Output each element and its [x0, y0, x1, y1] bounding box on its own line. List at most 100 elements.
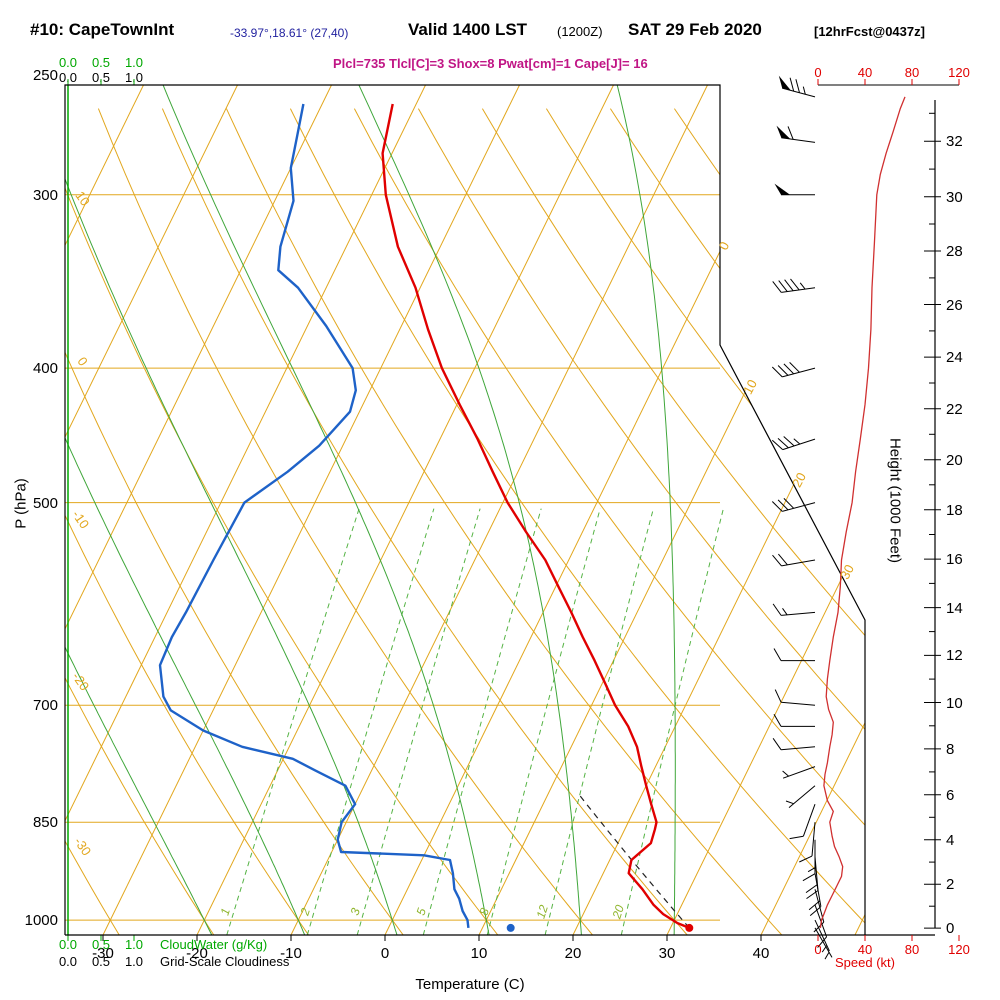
valid-utc: (1200Z): [557, 24, 603, 39]
height-tick-label: 26: [946, 297, 963, 314]
mixing-ratio-label: 1: [218, 906, 233, 917]
height-tick-label: 8: [946, 741, 954, 758]
speed-profile: [819, 96, 906, 928]
station-coords: -33.97°,18.61° (27,40): [230, 26, 349, 40]
stability-stats: Plcl=735 Tlcl[C]=3 Shox=8 Pwat[cm]=1 Cap…: [333, 56, 648, 71]
isotherm-label: 0: [716, 239, 733, 252]
pressure-axis-title: P (hPa): [12, 478, 30, 529]
isotherm-labels: 0 10 20 30: [716, 239, 857, 582]
speed-tick-label: 80: [905, 65, 919, 80]
height-tick-label: 2: [946, 876, 954, 893]
height-tick-label: 22: [946, 401, 963, 418]
temperature-tick-label: -20: [186, 945, 208, 962]
height-tick-label: 4: [946, 832, 954, 849]
pressure-tick-label: 700: [33, 697, 58, 714]
isotherm-label: 20: [789, 470, 809, 490]
isotherm-label: 10: [740, 377, 760, 397]
height-tick-label: 24: [946, 349, 963, 366]
scale-tick: 0.0: [58, 55, 78, 70]
mixing-ratio-label: 12: [533, 903, 551, 920]
speed-tick-label: 0: [814, 942, 821, 957]
pressure-tick-label: 1000: [25, 912, 58, 929]
temperature-axis-title: Temperature (C): [415, 976, 525, 993]
valid-time: Valid 1400 LST: [408, 20, 528, 39]
mixing-ratio-label: 2: [297, 906, 313, 918]
mixing-ratio-label: 3: [348, 906, 363, 917]
dry-adiabat-label: -20: [69, 669, 92, 693]
height-tick-label: 32: [946, 133, 963, 150]
height-tick-label: 14: [946, 600, 963, 617]
wind-barbs: [771, 75, 833, 960]
parcel-path-dashed: [579, 795, 690, 929]
profiles: [158, 103, 694, 932]
temperature-profile-line: [381, 103, 690, 930]
speed-tick-label: 40: [858, 942, 872, 957]
height-axis-title: Height (1000 Feet): [886, 437, 904, 564]
scale-tick: 0.5: [91, 70, 111, 85]
scale-tick: 0.0: [58, 70, 78, 85]
cloudwater-axis-label: CloudWater (g/Kg): [160, 937, 268, 952]
temperature-tick-label: 20: [565, 945, 582, 962]
height-tick-label: 30: [946, 189, 963, 206]
mixing-ratio-label: 5: [414, 906, 429, 917]
temperature-tick-label: -10: [280, 945, 302, 962]
pressure-tick-label: 850: [33, 814, 58, 831]
dry-adiabat-label: -30: [71, 834, 94, 858]
speed-tick-label: 120: [948, 65, 970, 80]
station-title: #10: CapeTownInt: [30, 20, 175, 39]
surface-temperature-dot: [685, 923, 694, 932]
height-tick-label: 12: [946, 647, 963, 664]
cloudwater-profile: [67, 79, 135, 941]
height-tick-label: 10: [946, 695, 963, 712]
pressure-tick-label: 500: [33, 495, 58, 512]
mixing-ratio-labels: 1 2 3 5 8 12 20: [218, 903, 628, 921]
forecast-tag: [12hrFcst@0437z]: [814, 24, 925, 39]
height-tick-label: 18: [946, 502, 963, 519]
height-tick-label: 20: [946, 452, 963, 469]
dry-adiabat-labels: 10 0 -10 -20 -30: [69, 188, 94, 858]
plot-borders: [64, 84, 959, 936]
speed-axis-title: Speed (kt): [835, 955, 895, 970]
isotherm-label: 30: [837, 562, 857, 582]
scale-tick: 0.0: [58, 937, 78, 952]
speed-tick-label: 80: [905, 942, 919, 957]
surface-dewpoint-dot: [506, 923, 515, 932]
speed-tick-label: 0: [814, 65, 821, 80]
scale-tick: 0.0: [58, 954, 78, 969]
height-tick-label: 0: [946, 920, 954, 937]
mixing-ratio-label: 20: [609, 903, 627, 921]
dry-adiabat-label: -10: [69, 507, 92, 531]
height-tick-label: 28: [946, 243, 963, 260]
scale-tick: 0.5: [91, 954, 111, 969]
temperature-tick-label: -30: [92, 945, 114, 962]
speed-tick-label: 40: [858, 65, 872, 80]
scale-tick: 1.0: [124, 937, 144, 952]
wind-speed-profile-line: [819, 96, 906, 928]
height-tick-label: 6: [946, 787, 954, 804]
temperature-axis: -30 -20 -10 0 10 20 30 40: [92, 935, 769, 962]
pressure-tick-label: 250: [33, 67, 58, 84]
dry-adiabat-label: 0: [74, 354, 90, 369]
pressure-axis: 250 300 400 500 700 850 1000: [25, 67, 58, 929]
valid-date: SAT 29 Feb 2020: [628, 20, 762, 39]
scale-tick: 1.0: [124, 954, 144, 969]
scale-tick: 0.5: [91, 937, 111, 952]
scale-tick: 1.0: [124, 70, 144, 85]
pressure-tick-label: 300: [33, 187, 58, 204]
scale-tick: 1.0: [124, 55, 144, 70]
speed-tick-label: 120: [948, 942, 970, 957]
temperature-tick-label: 30: [659, 945, 676, 962]
temperature-tick-label: 0: [381, 945, 389, 962]
dewpoint-profile-line: [158, 103, 470, 929]
temperature-tick-label: 10: [471, 945, 488, 962]
pressure-tick-label: 400: [33, 360, 58, 377]
mixing-ratio-label: 8: [477, 906, 492, 917]
height-tick-label: 16: [946, 551, 963, 568]
pressure-gridlines: [65, 194, 720, 921]
dry-adiabat-label: 10: [72, 188, 93, 208]
scale-tick: 0.5: [91, 55, 111, 70]
cloudiness-axis-label: Grid-Scale Cloudiness: [160, 954, 290, 969]
